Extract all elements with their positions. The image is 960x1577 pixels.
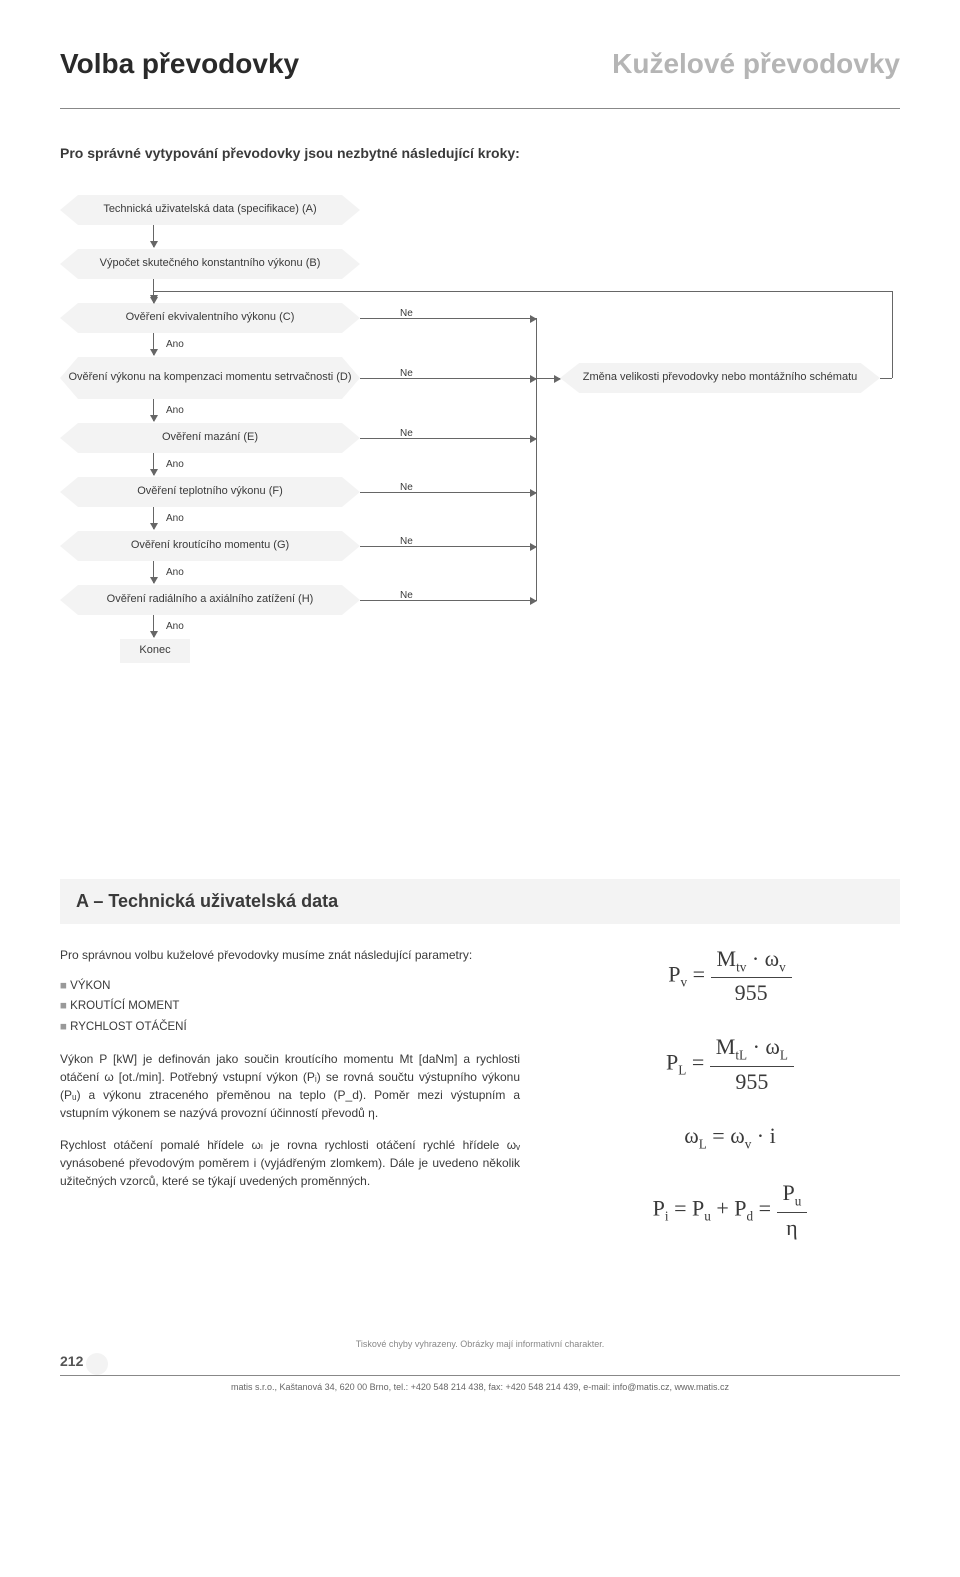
bullet-vykon: VÝKON <box>60 978 520 995</box>
flow-label-ano: Ano <box>166 339 184 350</box>
flowchart-node: Ověření výkonu na kompenzaci momentu set… <box>60 357 360 399</box>
flowchart-node: Výpočet skutečného konstantního výkonu (… <box>60 249 360 279</box>
para: Rychlost otáčení pomalé hřídele ωₗ je ro… <box>60 1136 520 1190</box>
flow-label-ano: Ano <box>166 567 184 578</box>
page-title-left: Volba převodovky <box>60 48 299 80</box>
flowchart-node: Ověření radiálního a axiálního zatížení … <box>60 585 360 615</box>
formula-omega: ωL = ωv · i <box>560 1123 900 1152</box>
flowchart-node-end: Konec <box>120 639 190 663</box>
formula-pl: PL = MtL · ωL955 <box>560 1034 900 1094</box>
flow-label-ano: Ano <box>166 621 184 632</box>
page-number: 212 <box>60 1353 83 1369</box>
page-footer: 212 Tiskové chyby vyhrazeny. Obrázky maj… <box>60 1339 900 1392</box>
flowchart-node: Ověření mazání (E) <box>60 423 360 453</box>
bullet-rychlost: RYCHLOST OTÁČENÍ <box>60 1019 520 1036</box>
flowchart-node: Ověření teplotního výkonu (F) <box>60 477 360 507</box>
bullet-moment: KROUTÍCÍ MOMENT <box>60 998 520 1015</box>
flowchart: Technická uživatelská data (specifikace)… <box>60 195 900 855</box>
section-a: A – Technická uživatelská data Pro správ… <box>60 879 900 1269</box>
section-a-title: A – Technická uživatelská data <box>60 879 900 924</box>
formula-pv: Pv = Mtv · ωv955 <box>560 946 900 1006</box>
flowchart-node: Ověření ekvivalentního výkonu (C) <box>60 303 360 333</box>
intro-text: Pro správné vytypování převodovky jsou n… <box>60 145 900 161</box>
flow-label-ano: Ano <box>166 405 184 416</box>
para: Výkon P [kW] je definován jako součin kr… <box>60 1050 520 1122</box>
flow-label-ano: Ano <box>166 513 184 524</box>
flow-label-ano: Ano <box>166 459 184 470</box>
flowchart-node: Technická uživatelská data (specifikace)… <box>60 195 360 225</box>
flowchart-node-change: Změna velikosti převodovky nebo montážní… <box>560 363 880 393</box>
footer-disclaimer: Tiskové chyby vyhrazeny. Obrázky mají in… <box>356 1339 605 1349</box>
flowchart-node: Ověření kroutícího momentu (G) <box>60 531 360 561</box>
footer-contact: matis s.r.o., Kaštanová 34, 620 00 Brno,… <box>60 1382 900 1392</box>
section-a-text: Pro správnou volbu kuželové převodovky m… <box>60 946 520 1269</box>
divider <box>60 108 900 109</box>
formulas-column: Pv = Mtv · ωv955 PL = MtL · ωL955 ωL = ω… <box>560 946 900 1269</box>
page-title-right: Kuželové převodovky <box>612 48 900 80</box>
formula-pi: Pi = Pu + Pd = Puη <box>560 1180 900 1240</box>
para: Pro správnou volbu kuželové převodovky m… <box>60 946 520 964</box>
